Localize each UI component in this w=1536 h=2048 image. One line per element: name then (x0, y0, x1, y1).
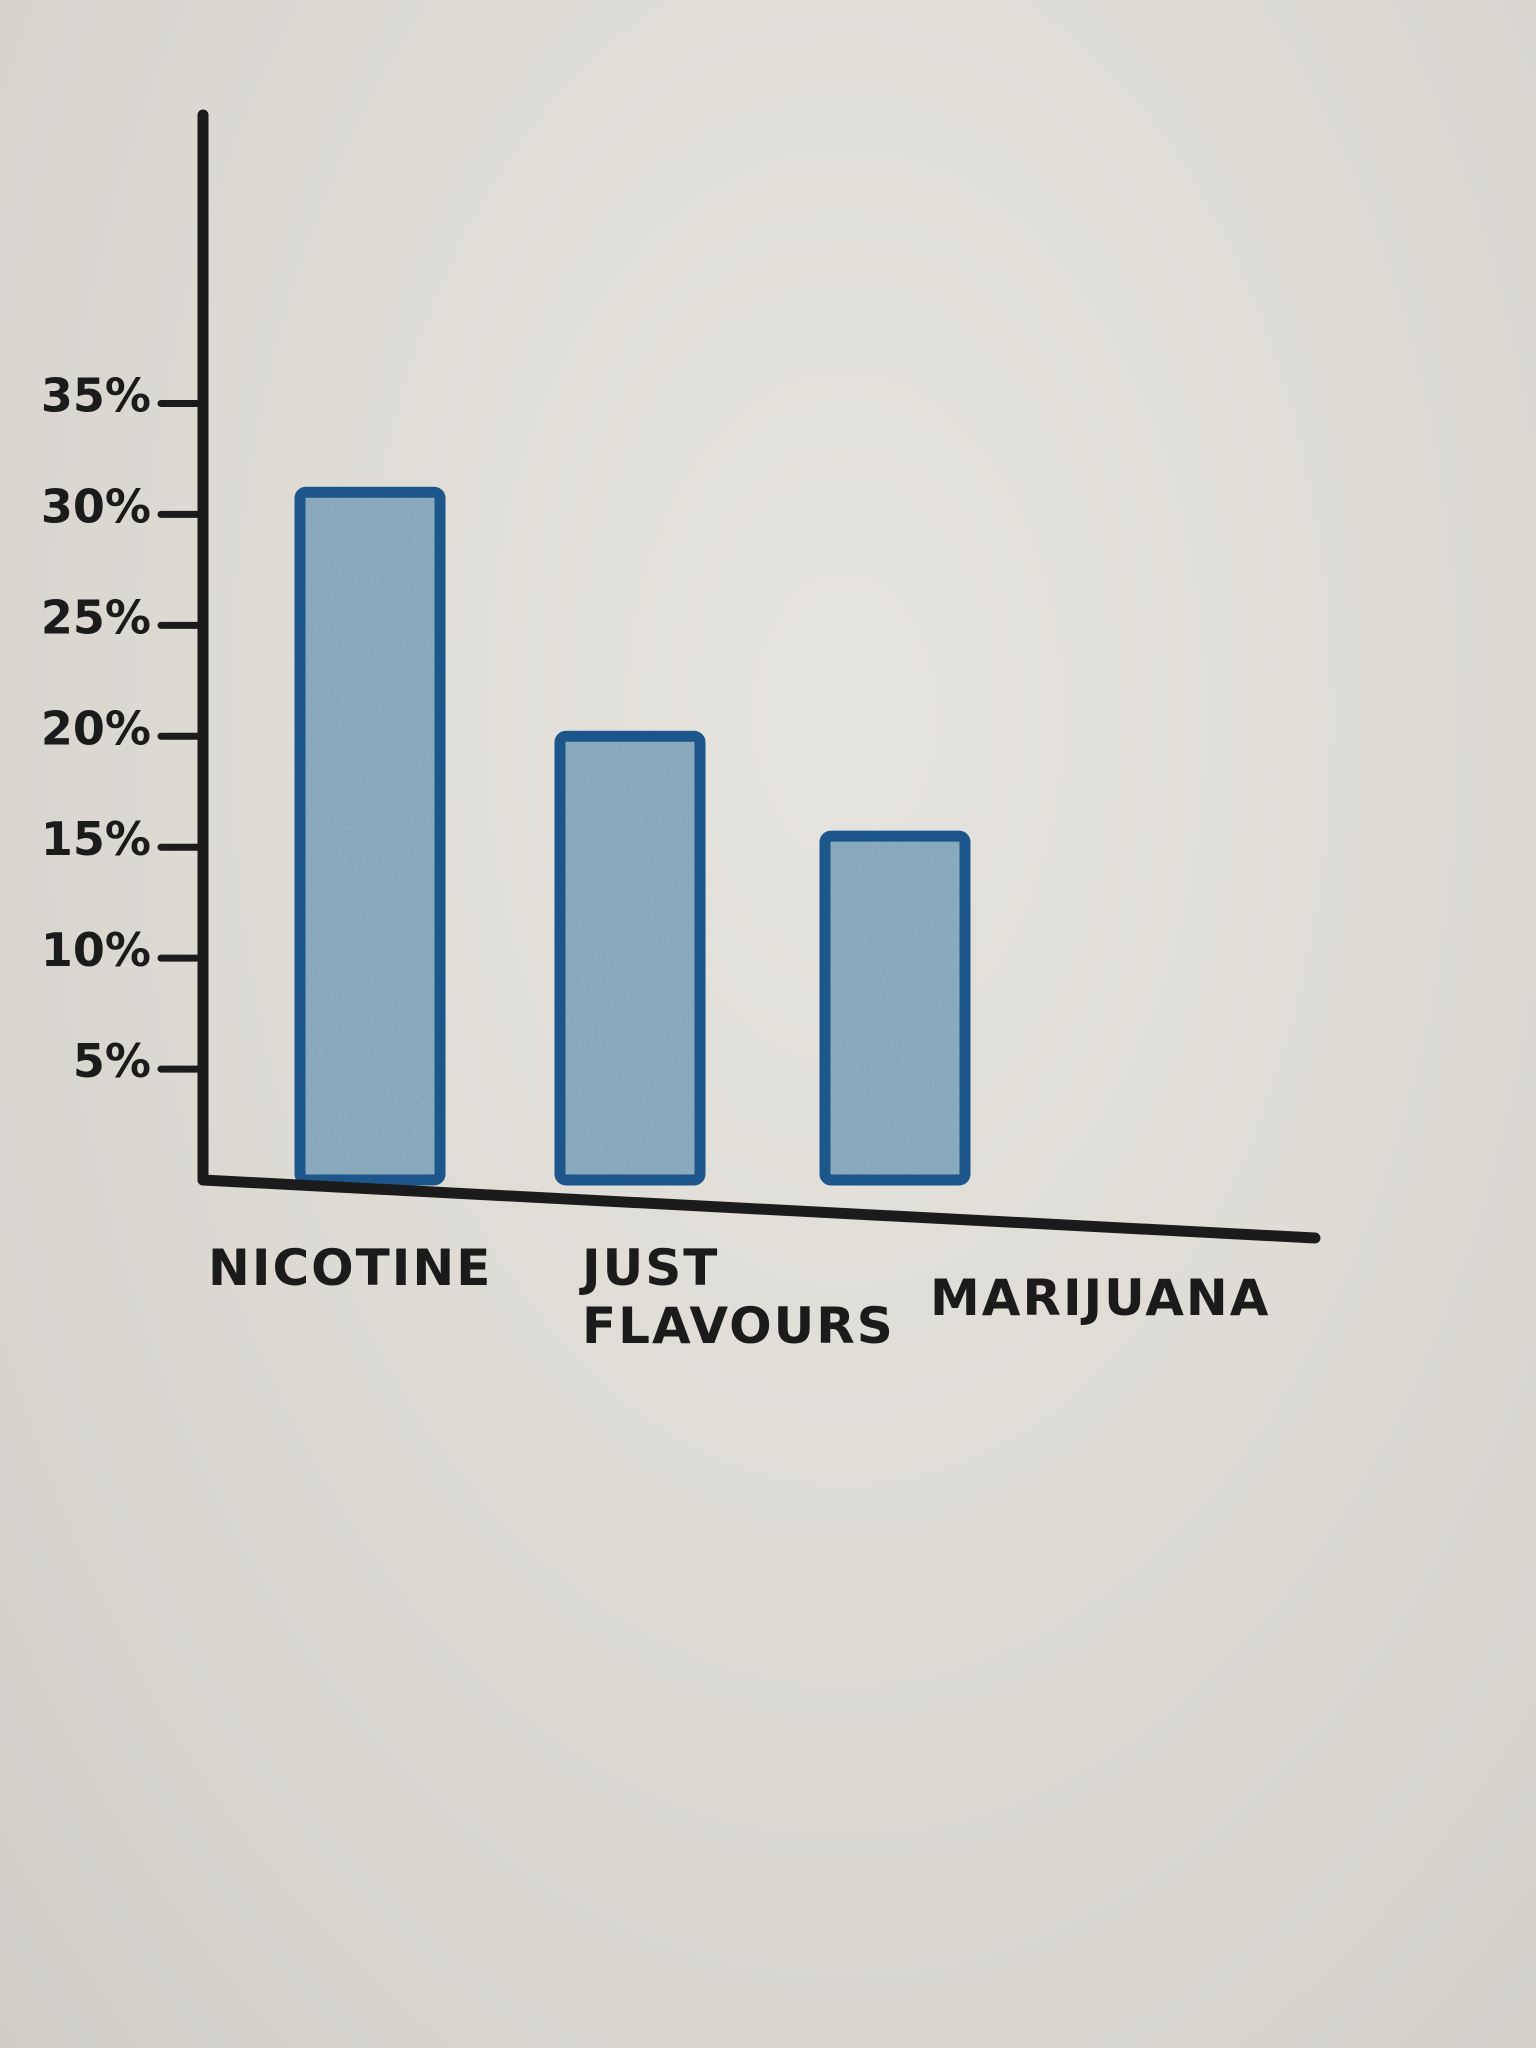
axes-layer (197, 109, 1321, 1244)
x-category-label: JUST FLAVOURS (579, 1239, 895, 1355)
y-tick-label: 20% (41, 701, 151, 755)
y-tick-label: 35% (41, 368, 151, 422)
y-tick-label: 30% (41, 479, 151, 533)
y-tick-label: 10% (41, 923, 151, 977)
x-axis-line (197, 1174, 1321, 1244)
x-category-label: NICOTINE (208, 1239, 492, 1297)
bar-just-flavours (554, 730, 706, 1186)
bars-layer (294, 486, 971, 1186)
x-category-labels: NICOTINE JUST FLAVOURS MARIJUANA (208, 1239, 1270, 1355)
y-tick-label: 25% (41, 590, 151, 644)
bar-nicotine (294, 486, 446, 1186)
y-tick-label: 15% (41, 812, 151, 866)
y-ticks: 5% 10% 15% 20% 25% 30% 35% (41, 368, 207, 1088)
y-tick-label: 5% (73, 1034, 151, 1088)
x-category-label: MARIJUANA (930, 1269, 1270, 1327)
bar-marijuana (819, 830, 971, 1186)
